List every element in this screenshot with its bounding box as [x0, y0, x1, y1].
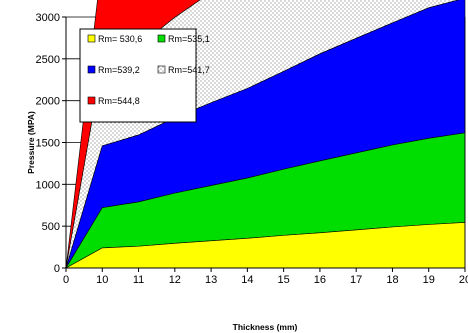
- y-tick-label: 1500: [36, 138, 60, 150]
- y-tick-label: 2500: [36, 54, 60, 66]
- x-tick-label: 0: [63, 274, 69, 286]
- x-tick-label: 11: [133, 274, 144, 286]
- x-tick-label: 18: [386, 274, 398, 286]
- y-tick-label: 3000: [36, 12, 60, 24]
- y-tick-label: 500: [42, 221, 60, 233]
- x-tick-label: 15: [278, 274, 290, 286]
- x-axis-title: Thickness (mm): [233, 322, 298, 332]
- legend-swatch: [87, 65, 96, 74]
- x-tick-label: 12: [169, 274, 181, 286]
- y-tick-label: 2000: [36, 96, 60, 108]
- axes: [62, 16, 466, 272]
- x-tick-label: 19: [423, 274, 435, 286]
- x-tick-label: 20: [459, 274, 468, 286]
- y-tick-label: 0: [54, 263, 60, 275]
- legend-swatch: [157, 65, 166, 74]
- y-axis-title: Pressure (MPA): [26, 111, 36, 174]
- x-tick-labels: 0 10 11 12 13 14 15 16 17 18 19 20: [63, 274, 468, 286]
- x-tick-label: 14: [241, 274, 253, 286]
- legend-label: Rm=541,7: [168, 65, 210, 75]
- legend-box: [79, 28, 197, 123]
- legend: Rm= 530,6 Rm=535,1 Rm=539,2 Rm=541,7 Rm=544,…: [79, 28, 210, 123]
- x-tick-label: 13: [205, 274, 217, 286]
- y-tick-labels: 0 500 1000 1500 2000 2500 3000: [36, 12, 60, 275]
- legend-swatch: [157, 34, 166, 43]
- y-tick-label: 1000: [36, 179, 60, 191]
- legend-label: Rm=535,1: [168, 34, 210, 44]
- legend-label: Rm=544,8: [98, 96, 140, 106]
- x-tick-label: 16: [314, 274, 326, 286]
- legend-swatch: [87, 96, 96, 105]
- x-tick-label: 10: [96, 274, 108, 286]
- x-tick-label: 17: [350, 274, 362, 286]
- legend-label: Rm= 530,6: [98, 34, 142, 44]
- legend-label: Rm=539,2: [98, 65, 140, 75]
- legend-swatch: [87, 34, 96, 43]
